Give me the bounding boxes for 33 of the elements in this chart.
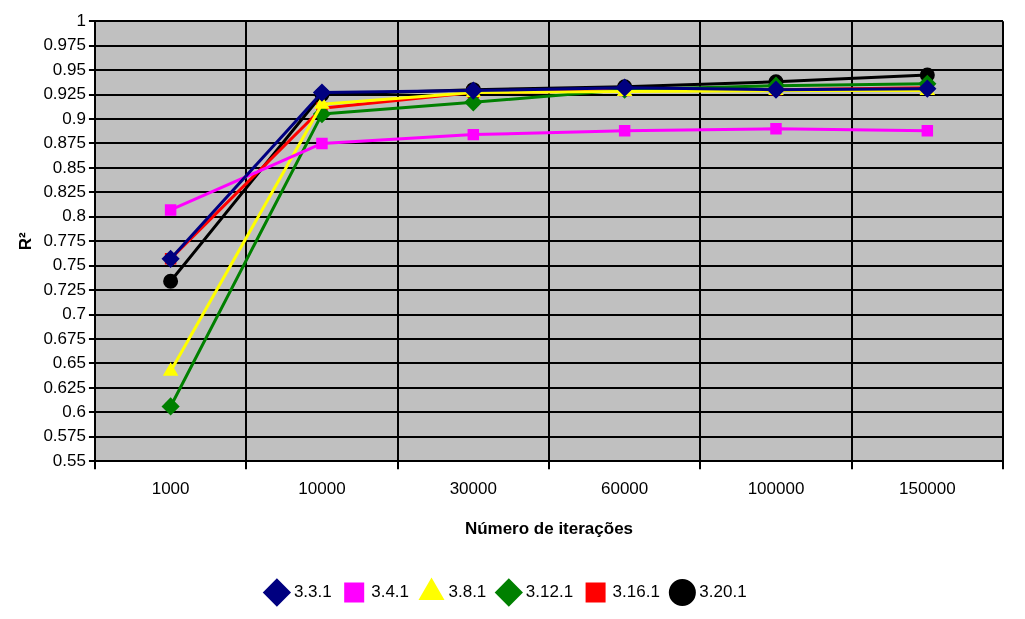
y-tick-label: 0.8 xyxy=(62,206,86,226)
y-tick-label: 0.7 xyxy=(62,304,86,324)
y-tick-label: 0.875 xyxy=(43,133,86,153)
legend-label: 3.12.1 xyxy=(525,582,574,602)
y-axis-title: R² xyxy=(15,231,35,251)
x-tick-label: 60000 xyxy=(601,479,649,499)
y-tick-label: 0.75 xyxy=(52,255,86,275)
legend-label: 3.20.1 xyxy=(699,582,747,602)
x-tick-label: 1000 xyxy=(151,479,190,499)
x-tick-label: 150000 xyxy=(898,479,956,499)
legend-label: 3.3.1 xyxy=(293,582,332,602)
y-tick-label: 0.725 xyxy=(43,279,86,299)
x-tick-label: 100000 xyxy=(747,479,805,499)
y-tick-label: 0.675 xyxy=(43,328,86,348)
y-tick-label: 1 xyxy=(76,10,86,30)
y-tick-label: 0.975 xyxy=(43,35,86,55)
x-tick-label: 10000 xyxy=(298,479,346,499)
x-axis-title: Número de iterações xyxy=(464,519,634,539)
y-tick-label: 0.775 xyxy=(43,230,86,250)
y-tick-label: 0.575 xyxy=(43,426,86,446)
y-tick-label: 0.55 xyxy=(52,450,86,470)
legend-label: 3.4.1 xyxy=(371,582,410,602)
y-tick-label: 0.9 xyxy=(62,108,86,128)
y-tick-label: 0.625 xyxy=(43,377,86,397)
legend-label: 3.8.1 xyxy=(448,582,487,602)
y-tick-label: 0.65 xyxy=(52,353,86,373)
y-tick-label: 0.6 xyxy=(62,402,86,421)
legend-label: 3.16.1 xyxy=(612,582,660,602)
y-tick-label: 0.85 xyxy=(52,157,86,177)
y-tick-label: 0.95 xyxy=(52,59,86,79)
y-tick-label: 0.825 xyxy=(43,182,86,201)
x-tick-label: 30000 xyxy=(449,479,497,499)
y-tick-label: 0.925 xyxy=(43,84,86,104)
